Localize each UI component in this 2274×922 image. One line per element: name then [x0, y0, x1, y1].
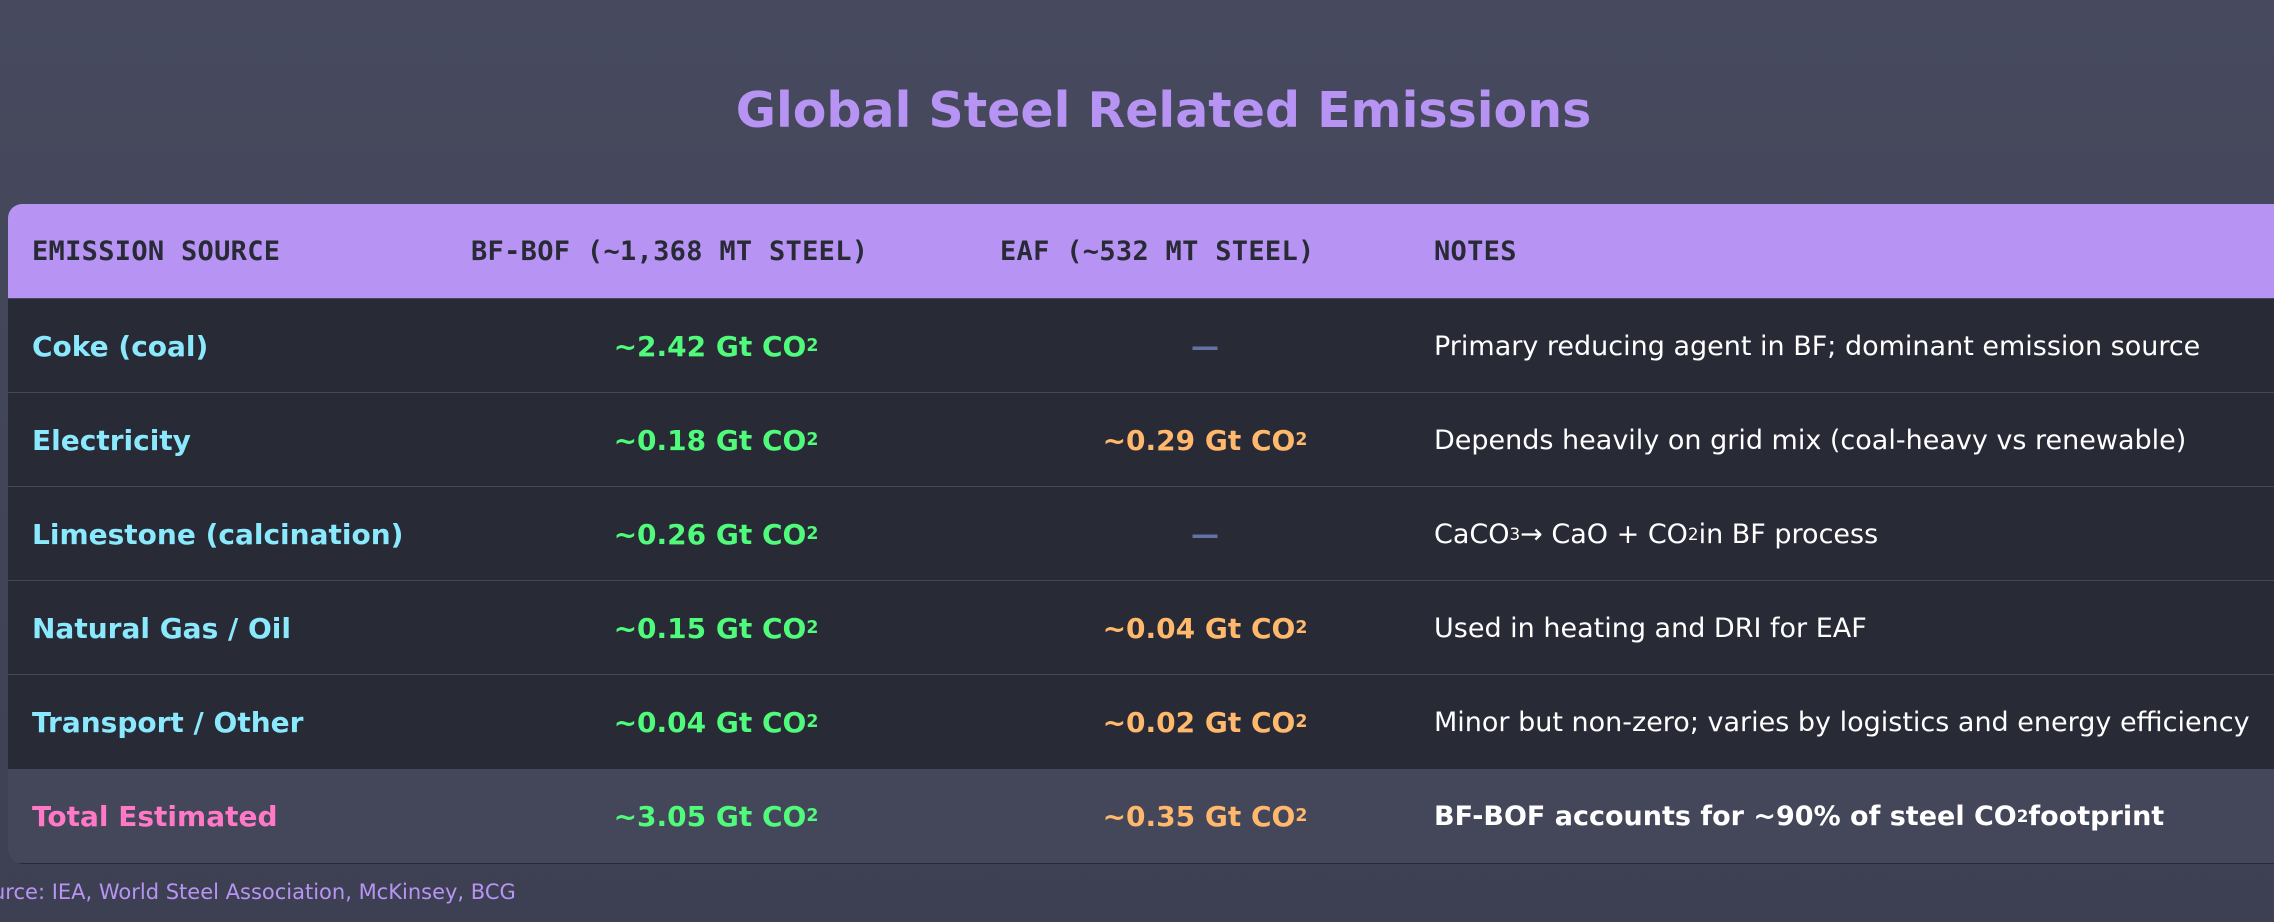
row-note: Used in heating and DRI for EAF — [1434, 612, 1867, 644]
row-source-label: Coke (coal) — [32, 329, 209, 363]
row-source-label: Electricity — [32, 423, 191, 457]
row-note: Depends heavily on grid mix (coal-heavy … — [1434, 424, 2187, 456]
source-citation: urce: IEA, World Steel Association, McKi… — [0, 880, 516, 904]
header-eaf: EAF (~532 MT STEEL) — [1000, 235, 1315, 267]
eaf-value: ~0.04 Gt CO 2 — [1102, 611, 1308, 645]
header-emission-source: EMISSION SOURCE — [32, 235, 281, 267]
bf-bof-value: ~0.18 Gt CO 2 — [613, 423, 819, 457]
eaf-value-empty: — — [1191, 517, 1219, 551]
table-row: Limestone (calcination) ~0.26 Gt CO 2 — C… — [8, 486, 2274, 580]
emissions-table: EMISSION SOURCE BF-BOF (~1,368 MT STEEL)… — [8, 204, 2274, 864]
row-note: CaCO 3 → CaO + CO 2 in BF process — [1434, 518, 1879, 550]
page-title: Global Steel Related Emissions — [735, 82, 1592, 139]
row-source-label: Natural Gas / Oil — [32, 611, 291, 645]
bf-bof-value: ~0.15 Gt CO 2 — [613, 611, 819, 645]
bf-bof-total: ~3.05 Gt CO 2 — [613, 799, 819, 833]
table-row: Coke (coal) ~2.42 Gt CO 2 — Primary reduc… — [8, 298, 2274, 392]
row-note: Minor but non-zero; varies by logistics … — [1434, 706, 2250, 738]
total-label: Total Estimated — [32, 799, 278, 833]
table-header-row: EMISSION SOURCE BF-BOF (~1,368 MT STEEL)… — [8, 204, 2274, 298]
row-source-label: Transport / Other — [32, 705, 304, 739]
header-bf-bof: BF-BOF (~1,368 MT STEEL) — [471, 235, 869, 267]
eaf-value-empty: — — [1191, 329, 1219, 363]
table-row: Electricity ~0.18 Gt CO 2 ~0.29 Gt CO 2 De… — [8, 392, 2274, 486]
total-note: BF-BOF accounts for ~90% of steel CO 2 fo… — [1434, 800, 2165, 832]
bf-bof-value: ~2.42 Gt CO 2 — [613, 329, 819, 363]
row-source-label: Limestone (calcination) — [32, 517, 404, 551]
bf-bof-value: ~0.26 Gt CO 2 — [613, 517, 819, 551]
total-row: Total Estimated ~3.05 Gt CO 2 ~0.35 Gt CO… — [8, 769, 2274, 863]
eaf-total: ~0.35 Gt CO 2 — [1102, 799, 1308, 833]
table-row: Natural Gas / Oil ~0.15 Gt CO 2 ~0.04 Gt … — [8, 580, 2274, 674]
eaf-value: ~0.02 Gt CO 2 — [1102, 705, 1308, 739]
bf-bof-value: ~0.04 Gt CO 2 — [613, 705, 819, 739]
row-note: Primary reducing agent in BF; dominant e… — [1434, 330, 2201, 362]
table-row: Transport / Other ~0.04 Gt CO 2 ~0.02 Gt … — [8, 674, 2274, 768]
eaf-value: ~0.29 Gt CO 2 — [1102, 423, 1308, 457]
header-notes: NOTES — [1434, 235, 1517, 267]
